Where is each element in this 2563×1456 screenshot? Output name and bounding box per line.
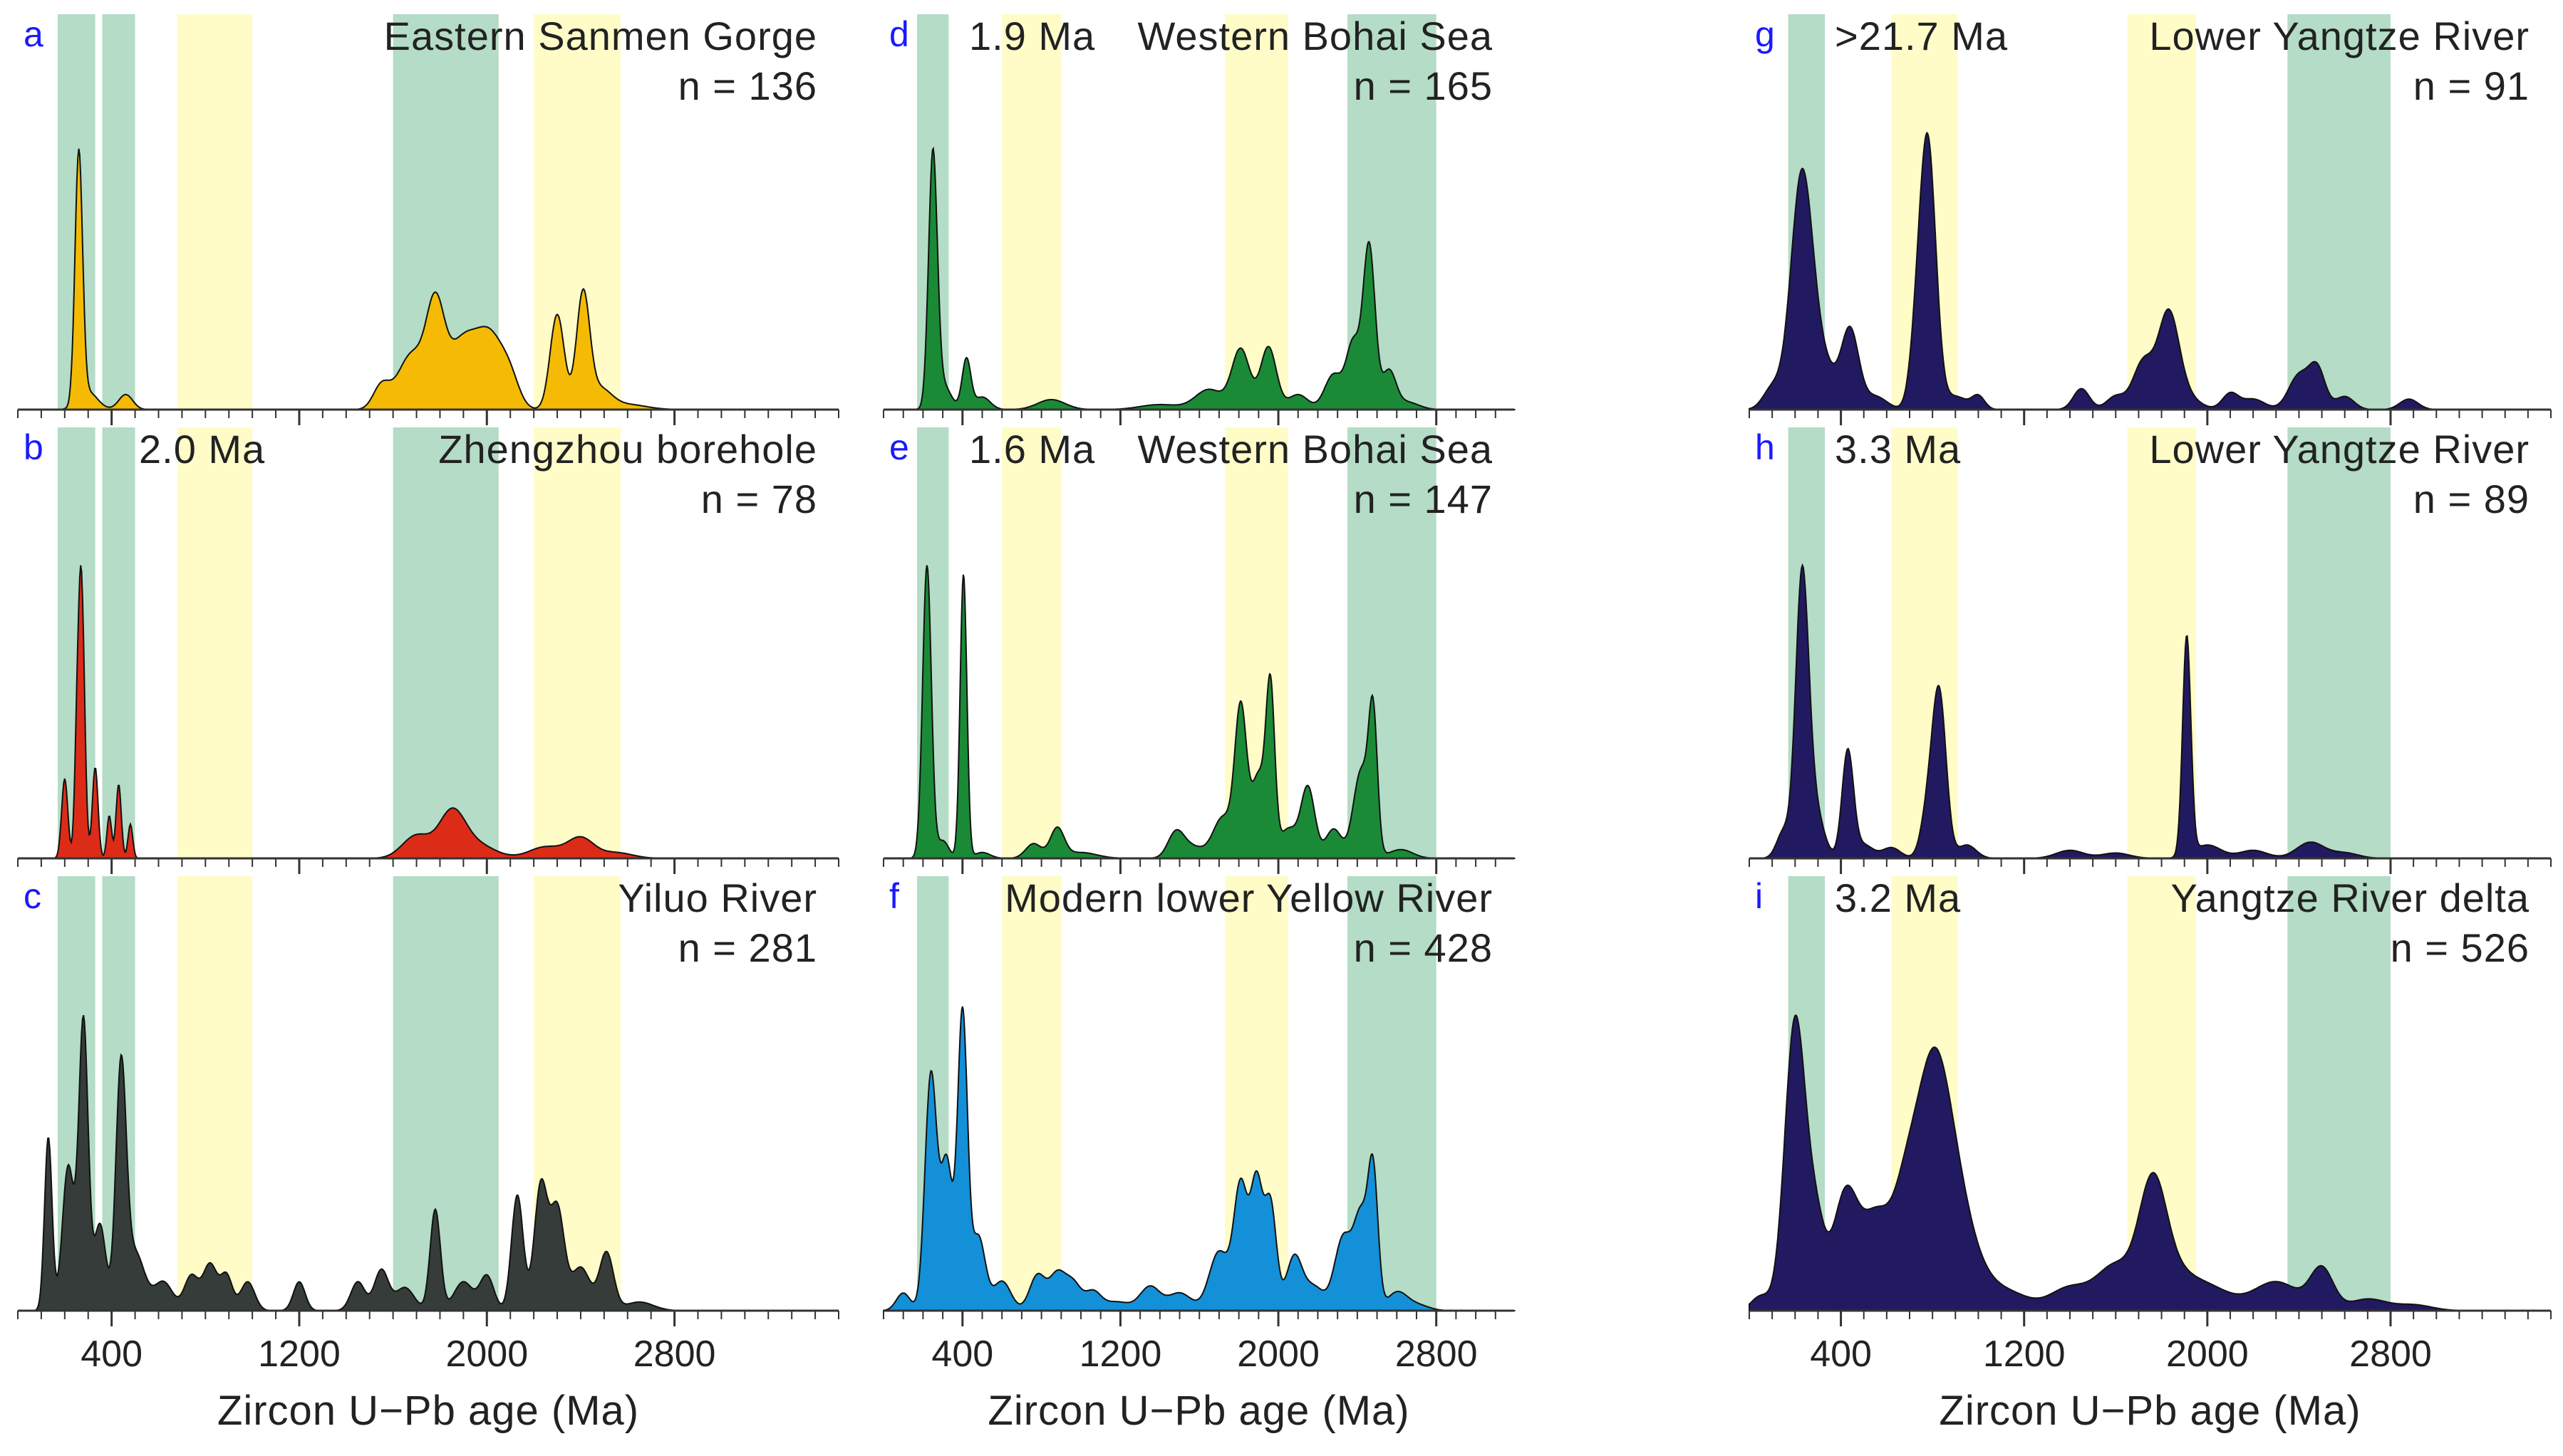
panel-age: 1.6 Ma — [969, 427, 1095, 472]
tick-label: 2800 — [2349, 1333, 2432, 1375]
panel-letter: i — [1755, 876, 1763, 916]
panel-letter: h — [1755, 427, 1775, 467]
tick-label: 1200 — [1079, 1333, 1162, 1375]
yellow-band-0 — [1002, 427, 1062, 858]
yellow-band-0 — [177, 14, 253, 410]
yellow-band-0 — [177, 427, 253, 858]
panel-age: 3.2 Ma — [1835, 875, 1961, 920]
panel-letter: e — [889, 427, 909, 467]
tick-label: 1200 — [258, 1333, 341, 1375]
density-curve-i — [1749, 1014, 2482, 1311]
x-axis-label: Zircon U−Pb age (Ma) — [988, 1388, 1409, 1434]
panel-n: n = 91 — [2413, 63, 2530, 108]
density-curve-f — [883, 1006, 1516, 1311]
density-curve-d — [884, 146, 1516, 410]
yellow-band-0 — [1002, 876, 1062, 1311]
panel-n: n = 428 — [1354, 925, 1493, 970]
green-band-1 — [2287, 876, 2391, 1311]
yellow-band-0 — [1002, 14, 1062, 410]
panel-c: c Yiluo River n = 281 400 1200 2000 2800 Zircon… — [17, 875, 839, 1434]
panel-site: Lower Yangtze River — [2149, 14, 2530, 58]
tick-label: 1200 — [1983, 1333, 2066, 1375]
panel-g: g >21.7 Ma Lower Yangtze River n = 91 — [1749, 14, 2552, 425]
panel-i: i 3.2 Ma Yangtze River delta n = 526 400 1200… — [1749, 875, 2552, 1434]
green-band-2 — [393, 427, 499, 858]
panel-n: n = 136 — [678, 63, 817, 108]
panel-site: Yiluo River — [618, 875, 817, 920]
green-band-1 — [2287, 14, 2391, 410]
panel-site: Eastern Sanmen Gorge — [384, 14, 817, 58]
green-band-2 — [393, 876, 499, 1311]
tick-label: 400 — [1810, 1333, 1872, 1375]
x-axis-label: Zircon U−Pb age (Ma) — [217, 1388, 639, 1434]
tick-label: 2800 — [633, 1333, 716, 1375]
tick-label: 400 — [931, 1333, 993, 1375]
panel-h: h 3.3 Ma Lower Yangtze River n = 89 — [1749, 427, 2552, 874]
panel-letter: c — [24, 876, 41, 916]
panel-letter: g — [1755, 14, 1775, 54]
panel-b: b 2.0 Ma Zhengzhou borehole n = 78 — [17, 427, 839, 874]
panel-site: Yangtze River delta — [2170, 875, 2530, 920]
panel-site: Western Bohai Sea — [1138, 427, 1493, 472]
green-band-1 — [2287, 427, 2391, 858]
panel-n: n = 89 — [2413, 477, 2530, 521]
panel-n: n = 147 — [1354, 477, 1493, 521]
panel-letter: b — [24, 427, 43, 467]
panel-f: f Modern lower Yellow River n = 428 400 1200… — [883, 875, 1516, 1434]
panel-letter: a — [24, 14, 43, 54]
yellow-band-0 — [177, 876, 253, 1311]
tick-label: 2800 — [1395, 1333, 1478, 1375]
panel-age: 1.9 Ma — [969, 14, 1095, 58]
panel-d: d 1.9 Ma Western Bohai Sea n = 165 — [883, 14, 1516, 425]
panel-site: Western Bohai Sea — [1138, 14, 1493, 58]
panel-n: n = 78 — [701, 477, 817, 521]
panel-a: a Eastern Sanmen Gorge n = 136 — [17, 14, 839, 425]
panel-n: n = 526 — [2391, 925, 2530, 970]
panel-site: Lower Yangtze River — [2149, 427, 2530, 472]
green-band-1 — [102, 14, 135, 410]
density-curve-c — [18, 1014, 769, 1311]
panel-e: e 1.6 Ma Western Bohai Sea n = 147 — [883, 427, 1516, 874]
panel-site: Modern lower Yellow River — [1005, 875, 1493, 920]
tick-label: 2000 — [1237, 1333, 1320, 1375]
panel-age: 3.3 Ma — [1835, 427, 1961, 472]
panel-age: 2.0 Ma — [139, 427, 265, 472]
tick-label: 2000 — [2166, 1333, 2249, 1375]
x-axis-label: Zircon U−Pb age (Ma) — [1939, 1388, 2361, 1434]
panel-age: >21.7 Ma — [1835, 14, 2008, 58]
tick-label: 2000 — [445, 1333, 528, 1375]
tick-label: 400 — [81, 1333, 143, 1375]
density-curve-g — [1749, 131, 2482, 410]
panel-site: Zhengzhou borehole — [438, 427, 817, 472]
panel-letter: d — [889, 14, 909, 54]
panel-n: n = 165 — [1354, 63, 1493, 108]
panel-n: n = 281 — [678, 925, 817, 970]
yellow-band-1 — [1225, 14, 1288, 410]
panel-letter: f — [889, 876, 899, 916]
density-curve-e — [884, 565, 1516, 859]
yellow-band-1 — [534, 427, 621, 858]
density-curve-h — [1749, 563, 2482, 859]
